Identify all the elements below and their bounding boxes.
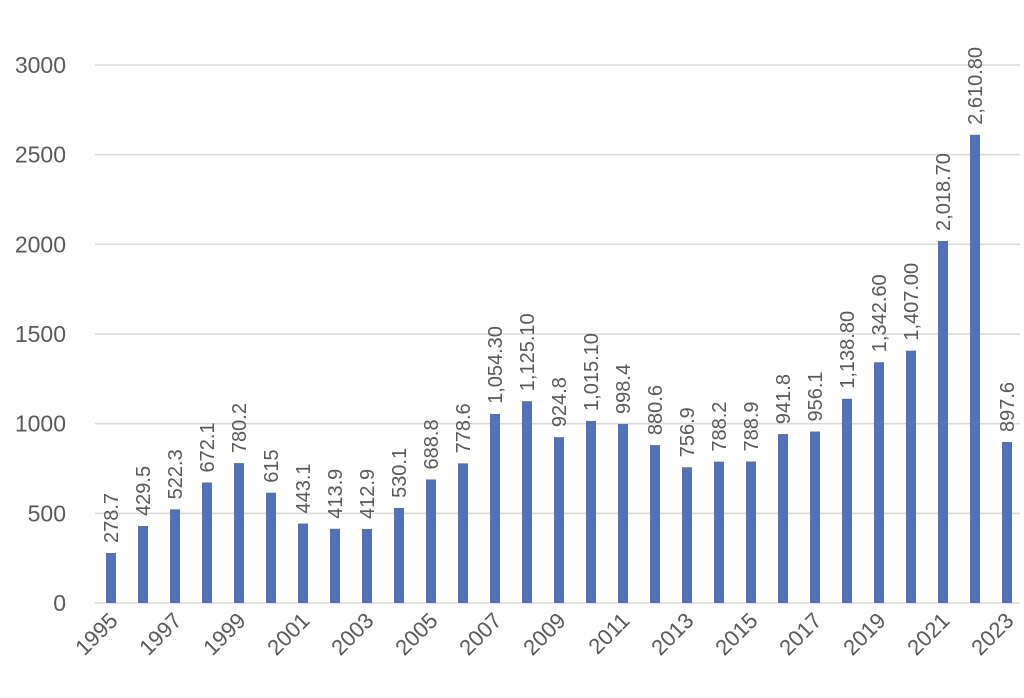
x-tick-label: 1995 (70, 608, 122, 660)
bar (362, 528, 372, 603)
y-tick-label: 2000 (15, 231, 66, 257)
data-label: 443.1 (293, 463, 315, 513)
data-label: 530.1 (389, 448, 411, 498)
x-tick-label: 2005 (390, 608, 442, 660)
x-tick-label: 2021 (902, 608, 954, 660)
data-label: 522.3 (165, 449, 187, 499)
data-label: 956.1 (805, 371, 827, 421)
bar (746, 461, 756, 603)
data-label: 278.7 (101, 493, 123, 543)
bar (938, 240, 948, 603)
bar (170, 509, 180, 603)
data-label: 788.9 (741, 401, 763, 451)
data-label: 1,054.30 (485, 326, 507, 404)
bar (298, 523, 308, 603)
x-tick-label: 2013 (646, 608, 698, 660)
data-label: 688.8 (421, 419, 443, 469)
bar (874, 362, 884, 603)
y-tick-label: 2500 (15, 142, 66, 168)
data-label: 615 (261, 449, 283, 482)
y-tick-label: 0 (53, 590, 66, 616)
bar (714, 461, 724, 603)
x-tick-label: 2023 (966, 608, 1018, 660)
x-tick-label: 2017 (774, 608, 826, 660)
x-tick-label: 1999 (198, 608, 250, 660)
x-tick-label: 2007 (454, 608, 506, 660)
x-tick-label: 2001 (262, 608, 314, 660)
data-label: 880.6 (645, 385, 667, 435)
data-label: 924.8 (549, 377, 571, 427)
data-label: 1,407.00 (901, 263, 923, 341)
bar (906, 350, 916, 603)
y-tick-label: 1500 (15, 321, 66, 347)
bar (202, 482, 212, 603)
data-label: 412.9 (357, 469, 379, 519)
data-label: 941.8 (773, 374, 795, 424)
y-tick-label: 1000 (15, 411, 66, 437)
bar (234, 463, 244, 603)
data-label: 780.2 (229, 403, 251, 453)
x-tick-label: 2011 (583, 608, 634, 659)
data-label: 672.1 (197, 422, 219, 472)
data-label: 778.6 (453, 403, 475, 453)
bar (138, 525, 148, 603)
bar (778, 434, 788, 603)
bar (554, 437, 564, 603)
bar (490, 413, 500, 603)
data-label: 413.9 (325, 469, 347, 519)
x-tick-label: 2015 (710, 608, 762, 660)
data-label: 1,125.10 (517, 313, 539, 391)
bar (1002, 442, 1012, 603)
bar (394, 507, 404, 603)
x-tick-label: 1997 (134, 608, 186, 660)
data-label: 788.2 (709, 402, 731, 452)
bar (618, 423, 628, 603)
bar (682, 467, 692, 603)
bar (458, 463, 468, 603)
data-label: 1,015.10 (581, 333, 603, 411)
x-tick-label: 2019 (838, 608, 890, 660)
bar (970, 134, 980, 603)
y-tick-label: 500 (28, 500, 66, 526)
data-label: 2,018.70 (933, 153, 955, 231)
bar (522, 401, 532, 603)
data-label: 1,138.80 (837, 311, 859, 389)
bar (586, 420, 596, 603)
bar (426, 479, 436, 603)
data-label: 897.6 (997, 382, 1019, 432)
bar (330, 528, 340, 603)
bar (266, 492, 276, 603)
bar (106, 553, 116, 603)
bar (650, 445, 660, 603)
x-tick-label: 2003 (326, 608, 378, 660)
bar (810, 431, 820, 603)
data-label: 756.9 (677, 407, 699, 457)
data-label: 998.4 (613, 364, 635, 414)
y-tick-label: 3000 (15, 52, 66, 78)
x-tick-label: 2009 (518, 608, 570, 660)
data-label: 1,342.60 (869, 274, 891, 352)
bar (842, 398, 852, 603)
data-label: 429.5 (133, 466, 155, 516)
data-label: 2,610.80 (965, 47, 987, 125)
